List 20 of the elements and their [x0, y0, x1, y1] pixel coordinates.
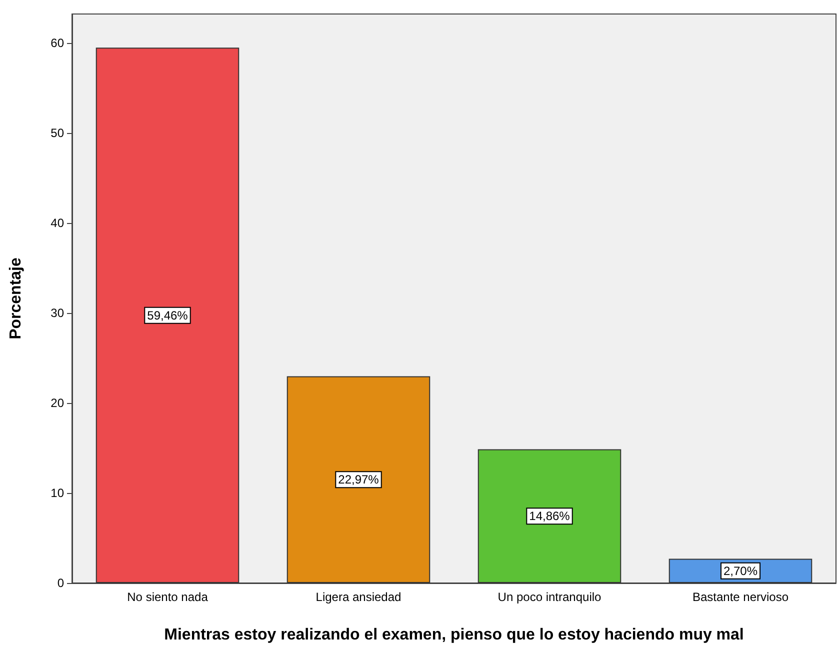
bar: [96, 48, 240, 583]
x-axis-title: Mientras estoy realizando el examen, pienso que lo estoy haciendo muy mal: [164, 626, 744, 644]
x-tick-label: No siento nada: [127, 590, 208, 604]
data-label: 59,46%: [147, 308, 188, 322]
y-tick-label: 10: [50, 486, 64, 500]
bar: [478, 449, 622, 583]
y-tick-label: 40: [50, 216, 64, 230]
y-tick-label: 60: [50, 36, 64, 50]
data-label: 14,86%: [529, 509, 570, 524]
x-tick-label: Ligera ansiedad: [316, 590, 402, 604]
y-tick-label: 0: [57, 576, 64, 590]
y-tick-label: 20: [50, 396, 64, 410]
data-label: 2,70%: [723, 564, 758, 578]
y-axis-title: Porcentaje: [8, 257, 24, 340]
y-tick-label: 50: [50, 126, 64, 140]
bar: [286, 376, 430, 583]
data-label: 22,97%: [338, 472, 380, 487]
x-tick-label: Un poco intranquilo: [498, 590, 602, 604]
y-tick-label: 30: [50, 306, 64, 320]
x-tick-label: Bastante nervioso: [692, 590, 789, 604]
